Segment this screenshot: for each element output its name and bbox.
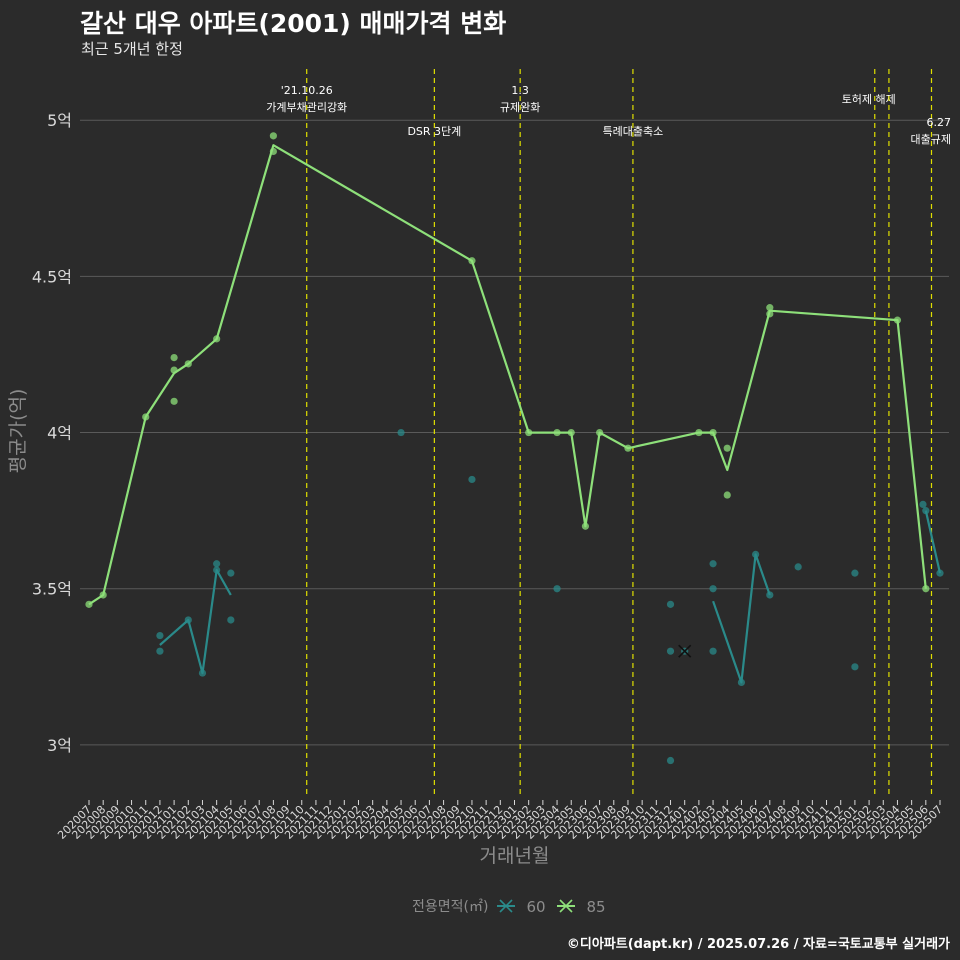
event-label: 가계부채관리강화: [266, 101, 347, 114]
series-60-point: [213, 560, 221, 568]
series-85-point: [525, 428, 533, 437]
series-85-point: [766, 310, 774, 318]
event-label: '21.10.26: [281, 84, 333, 97]
series-85-point: [596, 428, 604, 437]
y-tick-label: 3억: [47, 736, 72, 755]
series-60-point: [397, 428, 405, 437]
series-60-line: [924, 510, 942, 574]
chart-title: 갈산 대우 아파트(2001) 매매가격 변화: [80, 9, 507, 38]
series-60-point: [794, 563, 802, 571]
series-85-point: [553, 428, 561, 437]
series-60-point: [851, 663, 859, 671]
series-85-point: [695, 428, 703, 437]
series-60-point: [766, 591, 774, 599]
series-60-point: [936, 569, 944, 577]
chart-subtitle: 최근 5개년 한정: [81, 40, 183, 58]
series-85-point: [85, 600, 93, 608]
series-85-point: [269, 132, 277, 140]
event-label: 규제완화: [500, 101, 540, 114]
series-85-point: [581, 522, 590, 530]
legend-key-60-mark: [499, 899, 513, 913]
series-60-line: [712, 553, 771, 684]
series-85-point: [142, 413, 150, 421]
series-60-point: [198, 669, 207, 677]
y-tick-label: 3.5억: [32, 580, 72, 599]
series-85-point: [170, 366, 178, 374]
x-axis-title: 거래년월: [480, 845, 550, 867]
series-85-point: [723, 491, 731, 499]
series-85-point: [893, 316, 902, 324]
series-85-point: [170, 397, 178, 405]
series-60-point: [709, 585, 717, 593]
series-60-point: [468, 475, 476, 484]
y-tick-label: 4.5억: [32, 267, 72, 286]
series-60-point: [709, 560, 717, 568]
series-85-point: [922, 585, 930, 593]
series-85-point: [213, 335, 221, 343]
series-85-point: [624, 444, 632, 452]
series-60-point: [227, 569, 235, 577]
event-label: 1.3: [511, 84, 529, 97]
series-60-point: [752, 550, 760, 558]
event-label: 대출규제: [911, 133, 951, 146]
series-85-line: [88, 144, 927, 606]
legend-key-85-mark: [559, 899, 573, 913]
series-85-point: [567, 428, 575, 437]
series-60-point: [213, 566, 221, 574]
series-85-point: [709, 428, 717, 437]
series-85-point: [468, 257, 476, 265]
legend-label-85: 85: [586, 898, 605, 916]
event-label: 특례대출축소: [603, 125, 664, 138]
series-85-point: [766, 304, 774, 312]
legend-label-60: 60: [526, 898, 545, 916]
series-60-point: [709, 647, 717, 655]
series-85-point: [184, 360, 192, 368]
series-60-point: [737, 678, 746, 687]
y-tick-label: 4억: [47, 424, 72, 443]
series-60-point: [156, 631, 164, 640]
series-60-point: [666, 756, 675, 765]
series-60-line: [159, 568, 232, 675]
cross-marker: [678, 644, 692, 658]
source-caption: ©디아파트(dapt.kr) / 2025.07.26 / 자료=국토교통부 실…: [566, 937, 950, 952]
series-85-point: [170, 354, 178, 362]
series-60-point: [851, 569, 859, 577]
y-axis-title: 평균가(억): [7, 389, 29, 474]
series-60-point: [666, 647, 675, 655]
series-85-point: [723, 444, 731, 452]
series-60-point: [227, 616, 235, 624]
series-60-point: [156, 647, 164, 655]
series-85-point: [269, 147, 277, 156]
series-60-point: [919, 500, 927, 508]
series-60-point: [666, 600, 675, 608]
event-label: 토허제 해제: [842, 92, 896, 106]
legend-title: 전용면적(㎡): [412, 899, 488, 915]
event-label: 6.27: [927, 116, 952, 129]
series-85-point: [99, 591, 107, 599]
series-60-point: [184, 616, 192, 624]
event-label: DSR 3단계: [407, 125, 461, 138]
y-tick-label: 5억: [47, 111, 72, 130]
series-60-point: [922, 507, 930, 515]
series-60-point: [553, 585, 561, 593]
